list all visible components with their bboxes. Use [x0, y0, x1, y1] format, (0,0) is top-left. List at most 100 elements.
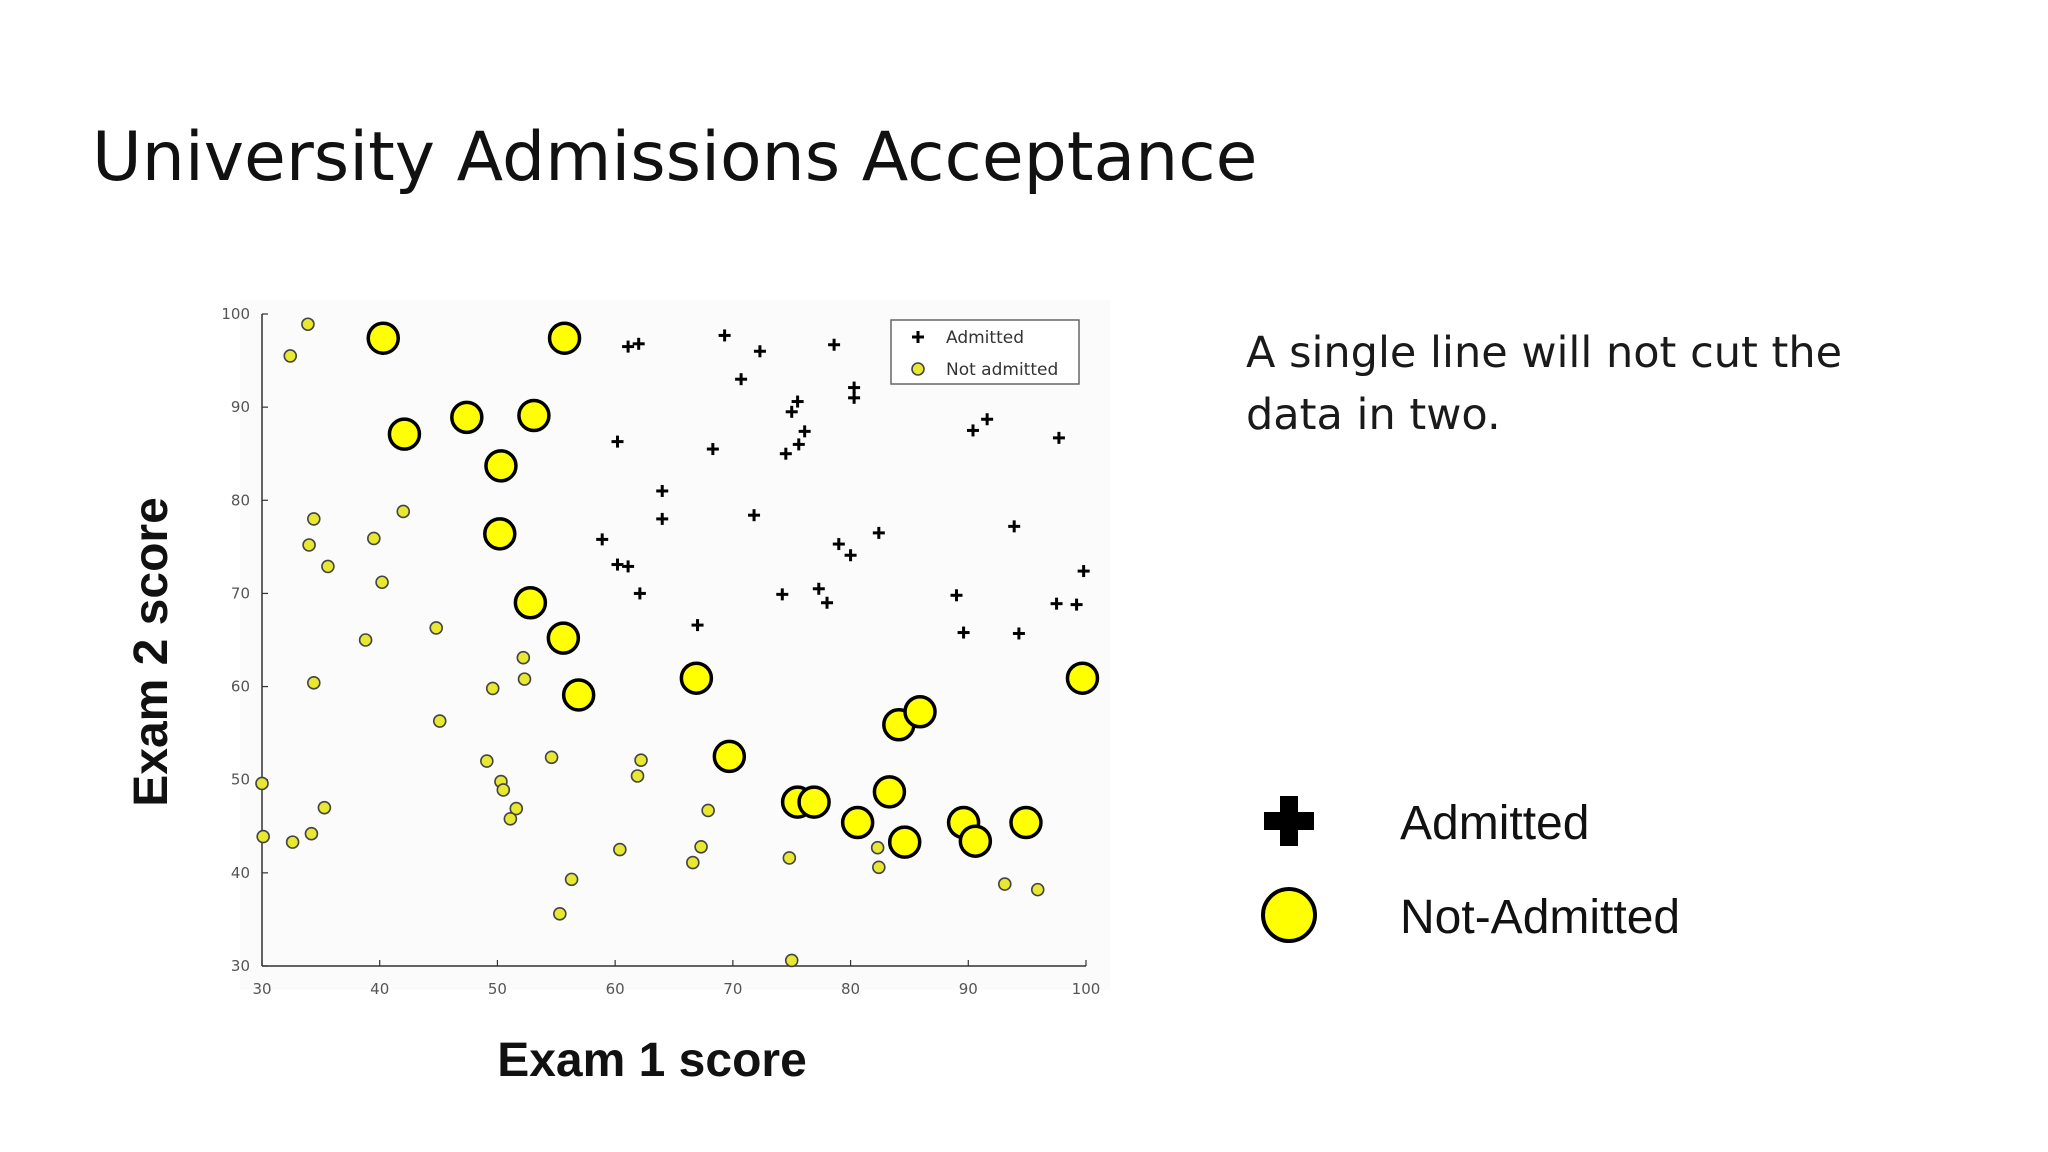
not-admitted-point [367, 531, 381, 546]
admitted-point [1050, 597, 1063, 610]
y-tick-label: 90 [231, 398, 250, 416]
legend-entry-admitted: Admitted [946, 328, 1024, 348]
x-tick-label: 70 [723, 980, 742, 998]
not-admitted-point [503, 812, 518, 826]
admitted-point [981, 413, 994, 426]
admitted-point [611, 435, 624, 448]
highlighted-not-admitted-point [1065, 661, 1100, 695]
tick-labels: 30 40 50 60 70 80 90 100 30 40 50 60 70 80 90 100 [221, 305, 1100, 998]
admitted-point [966, 424, 979, 437]
y-tick-label: 70 [231, 584, 250, 602]
admitted-point [1052, 431, 1065, 444]
x-tick-label: 50 [488, 980, 507, 998]
highlighted-not-admitted-point [450, 400, 484, 435]
chart-legend: Admitted Not admitted [890, 319, 1080, 385]
y-tick-label: 30 [231, 957, 250, 975]
not-admitted-point [255, 776, 269, 791]
not-admitted-point [782, 851, 797, 865]
not-admitted-point [613, 842, 627, 857]
legend-admitted: Admitted [1258, 790, 1589, 852]
admitted-point [596, 533, 609, 546]
slide-note: A single line will not cut the data in t… [1246, 328, 1843, 440]
not-admitted-point [870, 840, 885, 855]
admitted-point [872, 526, 885, 539]
highlighted-not-admitted-point [840, 805, 875, 840]
highlighted-not-admitted-point [517, 398, 551, 433]
legend-entry-not-admitted: Not admitted [946, 360, 1058, 380]
data-points [255, 317, 1100, 968]
admitted-point [735, 373, 748, 386]
not-admitted-point [701, 803, 715, 818]
admitted-point [821, 596, 834, 609]
highlighted-not-admitted-point [712, 739, 747, 774]
admitted-point [656, 512, 669, 525]
admitted-point [828, 338, 841, 351]
admitted-point [632, 337, 645, 350]
y-axis-label: Exam 2 score [125, 497, 178, 807]
not-admitted-point [1030, 882, 1045, 897]
admitted-point [753, 345, 766, 358]
not-admitted-point [694, 839, 708, 854]
not-admitted-point [283, 349, 298, 363]
admitted-point [622, 340, 635, 353]
admitted-point [785, 405, 798, 418]
x-tick-label: 80 [841, 980, 860, 998]
highlighted-not-admitted-point [561, 678, 596, 712]
not-admitted-point [321, 559, 335, 574]
not-admitted-point [630, 769, 645, 783]
x-tick-label: 30 [252, 980, 271, 998]
admitted-point [718, 329, 731, 342]
x-tick-label: 40 [370, 980, 389, 998]
highlighted-not-admitted-point [872, 775, 907, 809]
slide-title: University Admissions Acceptance [92, 118, 1258, 197]
admitted-point [691, 619, 704, 632]
x-tick-label: 60 [606, 980, 625, 998]
admitted-point [1077, 565, 1090, 578]
admitted-point [633, 587, 646, 600]
yellow-circle-icon [1258, 884, 1320, 946]
admitted-point [798, 425, 811, 438]
highlighted-not-admitted-point [513, 585, 548, 620]
not-admitted-point [317, 800, 332, 815]
not-admitted-point [396, 504, 411, 519]
admitted-point [844, 549, 857, 562]
admitted-point [706, 443, 719, 456]
highlighted-not-admitted-point [958, 824, 993, 858]
admitted-point [1008, 520, 1021, 533]
not-admitted-point [480, 754, 494, 768]
not-admitted-point [634, 753, 648, 767]
highlighted-not-admitted-point [484, 449, 518, 483]
legend-admitted-label: Admitted [1400, 797, 1590, 850]
plot-background [240, 300, 1110, 990]
y-tick-label: 60 [231, 678, 250, 696]
admitted-point [776, 588, 789, 601]
not-admitted-point [784, 953, 799, 968]
y-tick-label: 40 [231, 864, 250, 882]
not-admitted-point [302, 538, 316, 552]
not-admitted-point [375, 575, 389, 590]
not-admitted-point [509, 801, 524, 816]
admitted-point [812, 582, 825, 595]
not-admitted-point [485, 681, 500, 696]
not-admitted-point [997, 877, 1012, 891]
y-tick-label: 100 [221, 305, 250, 323]
x-axis-label: Exam 1 score [497, 1034, 807, 1087]
not-admitted-point [306, 512, 321, 526]
admitted-point [611, 558, 624, 571]
x-tick-label: 100 [1072, 980, 1101, 998]
admitted-point [1070, 598, 1083, 611]
not-admitted-point [432, 714, 447, 728]
x-tick-label: 90 [959, 980, 978, 998]
not-admitted-point [429, 621, 444, 635]
not-admitted-point [872, 860, 886, 875]
highlighted-not-admitted-point [1009, 805, 1043, 840]
not-admitted-point [686, 855, 700, 870]
admitted-point [791, 395, 804, 408]
legend-plus-icon [912, 331, 924, 343]
admitted-point [656, 484, 669, 497]
admitted-point [957, 626, 970, 639]
admitted-point [848, 391, 861, 404]
plot-area [240, 300, 1110, 990]
not-admitted-point [564, 872, 579, 887]
not-admitted-point [496, 783, 511, 797]
